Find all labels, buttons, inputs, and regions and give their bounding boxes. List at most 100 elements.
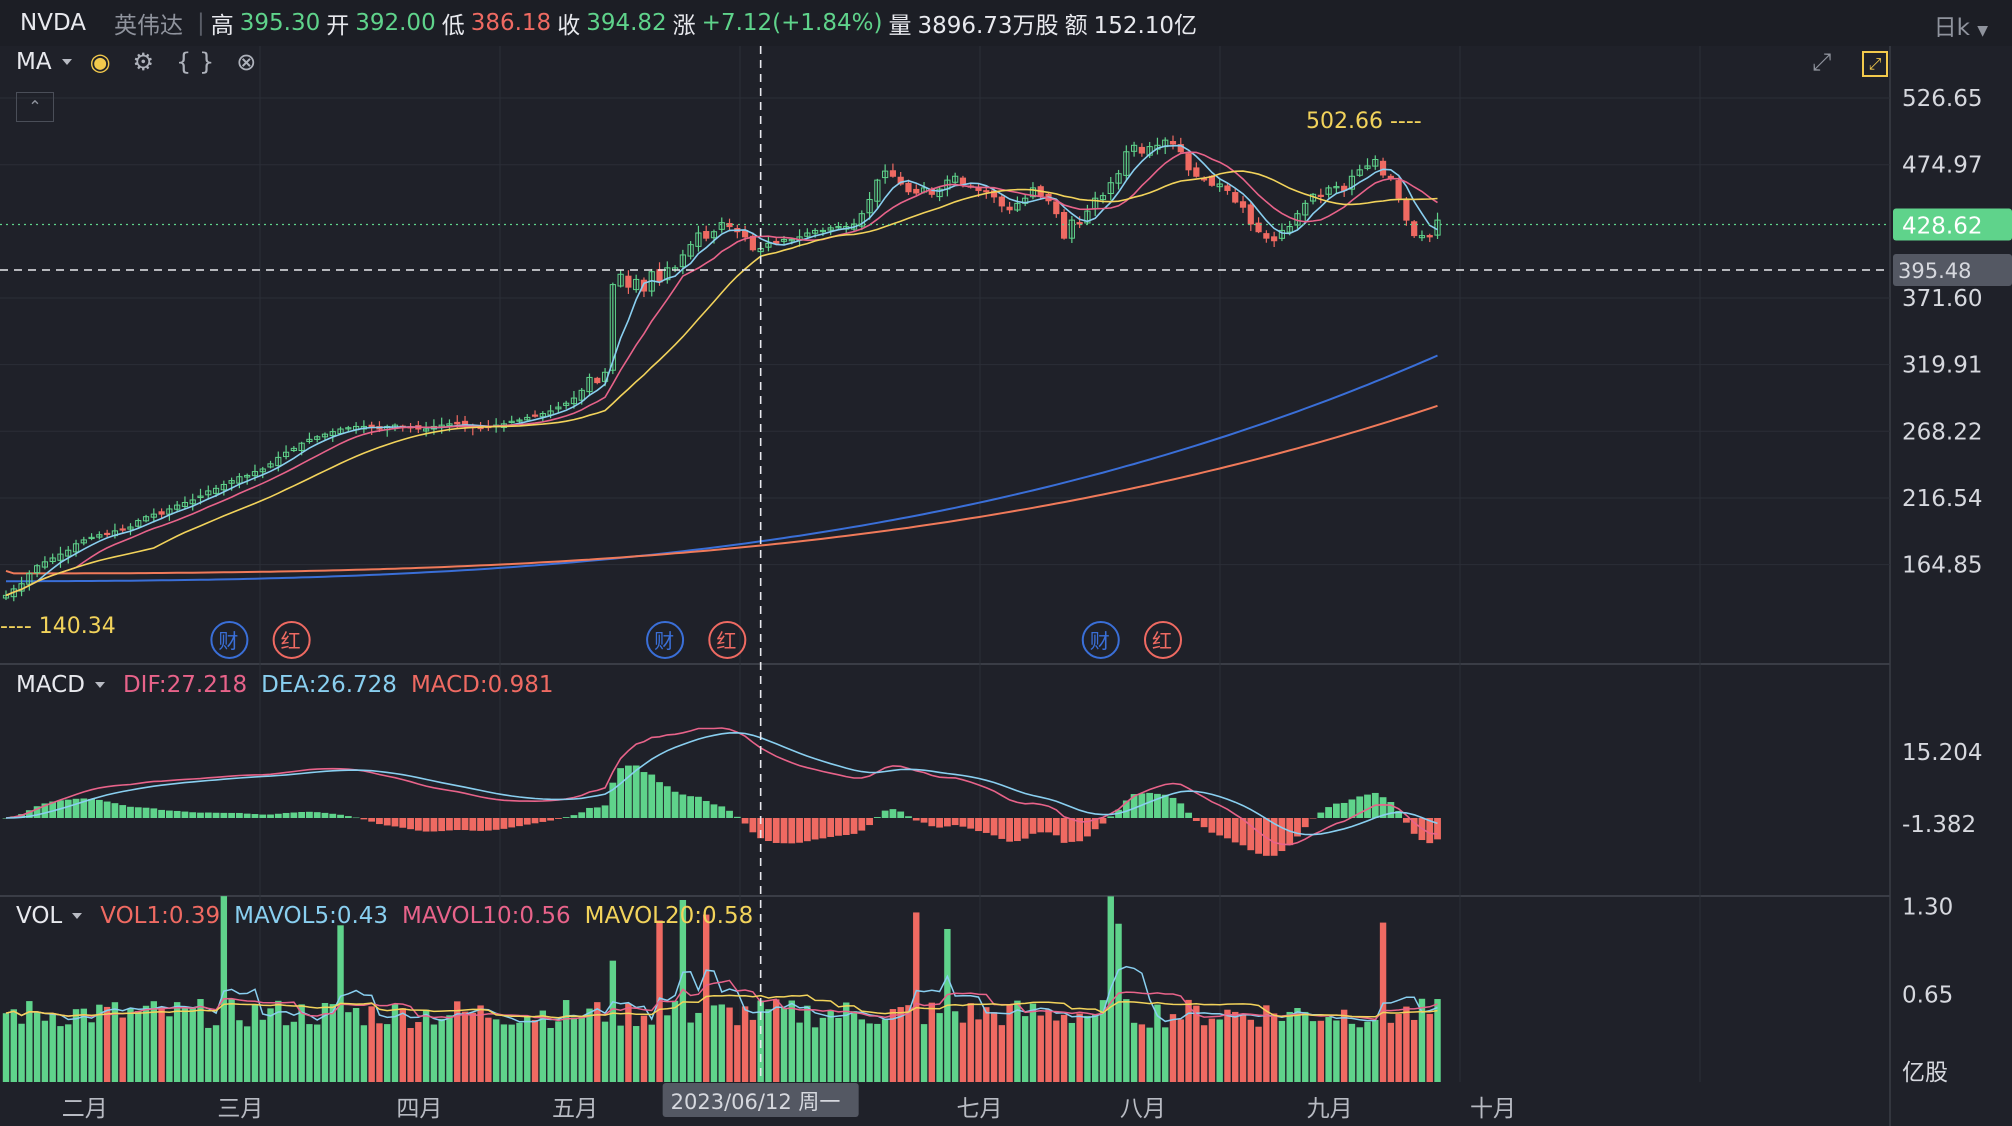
macd-bar: [259, 814, 267, 818]
macd-bar: [399, 818, 407, 828]
candle: [244, 474, 251, 478]
macd-bar: [1154, 793, 1161, 818]
event-marker-label: 红: [281, 629, 301, 653]
candle: [1411, 221, 1418, 237]
macd-bar: [702, 801, 710, 818]
macd-bar: [889, 809, 897, 818]
macd-bar: [1294, 818, 1301, 837]
candle: [531, 414, 539, 417]
volume-bar: [1021, 1016, 1029, 1082]
crosshair-date-box: [662, 1083, 859, 1117]
volume-bar: [1146, 1027, 1153, 1082]
volume-bar: [1123, 999, 1130, 1082]
macd-bar: [376, 818, 383, 825]
vol-indicator-bar: VOL VOL1:0.39 MAVOL5:0.43 MAVOL10:0.56 M…: [16, 903, 767, 929]
macd-bar: [197, 812, 204, 818]
volume-bar: [1154, 1004, 1161, 1082]
volume-bar: [282, 1025, 290, 1082]
candle: [423, 428, 430, 432]
macd-bar: [407, 818, 414, 830]
ma20-line: [5, 170, 1438, 597]
macd-bar: [547, 818, 554, 821]
chevron-down-icon[interactable]: [94, 682, 105, 688]
vol-indicator-select[interactable]: VOL: [16, 903, 63, 929]
event-marker-label: 财: [654, 629, 674, 653]
crosshair-date-label: 2023/06/12 周一: [671, 1090, 841, 1114]
candle: [321, 433, 329, 438]
candle: [1302, 202, 1309, 216]
candle: [594, 377, 601, 384]
volume-bar: [1045, 1009, 1052, 1082]
candle: [1403, 198, 1410, 221]
candle: [508, 420, 515, 423]
volume-bar: [1348, 1023, 1356, 1082]
macd-bar: [741, 818, 749, 824]
candle: [882, 170, 889, 179]
macd-bar: [516, 818, 523, 827]
candle: [539, 413, 546, 418]
candle: [1123, 151, 1130, 176]
volume-unit-label: 亿股: [1902, 1060, 1948, 1086]
gear-icon[interactable]: ⚙: [132, 48, 155, 76]
chevron-down-icon[interactable]: [72, 913, 83, 919]
candle: [251, 471, 259, 477]
volume-bar: [1333, 1020, 1340, 1082]
macd-bar: [1200, 818, 1208, 828]
candle: [656, 269, 663, 283]
candle: [555, 406, 562, 410]
macd-bar: [718, 806, 726, 818]
macd-bar: [1332, 803, 1340, 818]
ma120-line: [5, 404, 1438, 575]
candle: [446, 423, 453, 427]
volume-bar: [959, 1022, 967, 1082]
macd-bar: [1068, 818, 1076, 842]
candle: [695, 232, 702, 247]
candle: [329, 431, 336, 437]
candle: [174, 504, 181, 510]
candle: [812, 229, 819, 234]
macd-indicator-bar: MACD DIF:27.218 DEA:26.728 MACD:0.981: [16, 672, 567, 698]
amount-label: 额: [1064, 13, 1088, 39]
volume-bar: [275, 1000, 282, 1082]
candle: [765, 242, 772, 248]
macd-bar: [95, 799, 103, 818]
macd-bar: [88, 798, 95, 818]
macd-bar: [609, 782, 617, 818]
collapse-button[interactable]: ⌃: [16, 92, 54, 122]
macd-bar: [72, 798, 80, 818]
fullscreen-icon[interactable]: ⤢: [1862, 51, 1888, 77]
volume-bar: [1224, 1009, 1231, 1082]
code-icon[interactable]: { }: [176, 48, 215, 76]
high-marker-label: 502.66 ----: [1306, 109, 1422, 134]
ma60-line: [6, 354, 1438, 583]
eye-icon[interactable]: ◉: [89, 48, 111, 76]
volume-bar: [1060, 1014, 1068, 1082]
volume-bar: [1255, 1026, 1262, 1082]
volume-bar: [57, 1026, 64, 1082]
candle: [1239, 201, 1247, 208]
macd-bar: [1099, 818, 1107, 824]
candle: [780, 238, 788, 242]
macd-indicator-select[interactable]: MACD: [16, 672, 85, 698]
volume-bar: [360, 1025, 368, 1082]
ma-indicator-select[interactable]: MA: [16, 49, 52, 75]
period-selector[interactable]: 日k ▼: [1934, 8, 1988, 42]
volume-bar: [897, 1007, 904, 1082]
macd-bar: [1216, 818, 1224, 836]
macd-bar: [1231, 818, 1239, 843]
candle: [990, 190, 998, 198]
expand-icon[interactable]: ⤢: [1812, 48, 1832, 76]
macd-bar: [1247, 818, 1255, 851]
macd-bar: [796, 818, 803, 843]
candle: [1271, 236, 1278, 242]
volume-bar: [103, 1006, 111, 1082]
chevron-down-icon[interactable]: [61, 59, 72, 65]
candle: [158, 511, 165, 515]
close-icon[interactable]: ⊗: [236, 48, 257, 76]
macd-bar: [243, 813, 251, 818]
volume-bar: [1309, 1021, 1317, 1082]
macd-bar: [1278, 818, 1286, 852]
candle: [1177, 144, 1184, 153]
low-marker-label: ---- 140.34: [0, 614, 116, 639]
